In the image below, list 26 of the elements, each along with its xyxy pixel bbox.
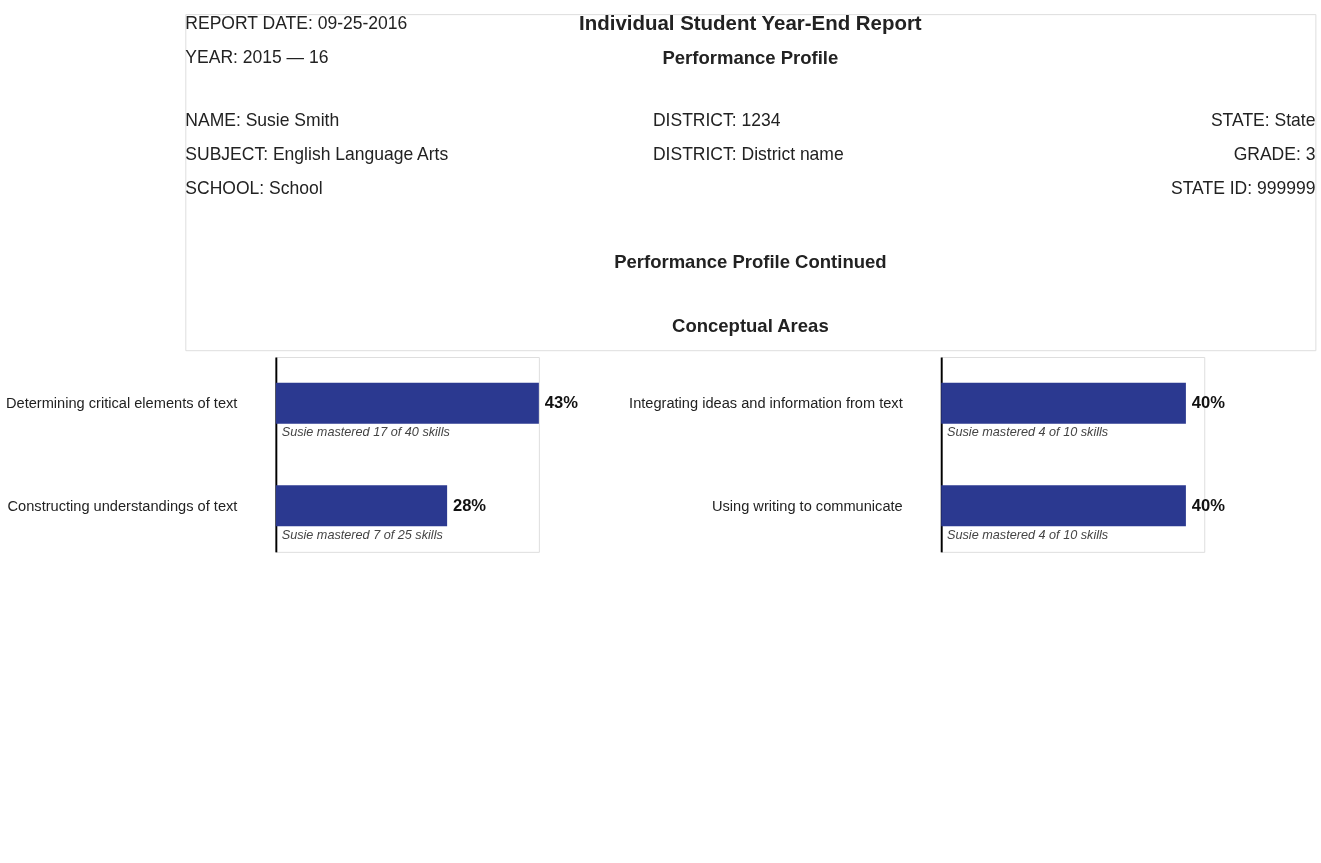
text: Conceptual Areas <box>672 314 829 336</box>
data-label: 43% <box>544 393 579 413</box>
annotation: Susie mastered 17 of 40 skills <box>281 425 451 440</box>
text: Performance Profile Continued <box>614 251 887 273</box>
text: DISTRICT: 1234 <box>652 110 781 131</box>
data-label: 40% <box>1191 393 1226 413</box>
annotation: Susie mastered 4 of 10 skills <box>947 527 1109 542</box>
y-tick-label: Integrating ideas and information from text <box>629 395 903 412</box>
annotation: Susie mastered 4 of 10 skills <box>947 425 1109 440</box>
text: Performance Profile <box>662 46 839 68</box>
text: GRADE: 3 <box>1233 144 1316 165</box>
data-label: 28% <box>452 495 487 515</box>
y-tick-label: Determining critical elements of text <box>5 395 238 412</box>
y-tick-label: Using writing to communicate <box>711 497 903 514</box>
text: SCHOOL: School <box>185 178 323 199</box>
text: Individual Student Year-End Report <box>579 10 922 34</box>
y-tick-label: Constructing understandings of text <box>7 497 238 514</box>
text: YEAR: 2015 — 16 <box>185 46 329 67</box>
text: STATE ID: 999999 <box>1170 178 1316 199</box>
text: STATE: State <box>1210 110 1316 131</box>
text: NAME: Susie Smith <box>185 110 340 131</box>
text: SUBJECT: English Language Arts <box>185 144 449 165</box>
text: DISTRICT: District name <box>652 144 844 165</box>
data-label: 40% <box>1191 495 1226 515</box>
annotation: Susie mastered 7 of 25 skills <box>281 527 444 542</box>
text: REPORT DATE: 09-25-2016 <box>185 12 408 33</box>
